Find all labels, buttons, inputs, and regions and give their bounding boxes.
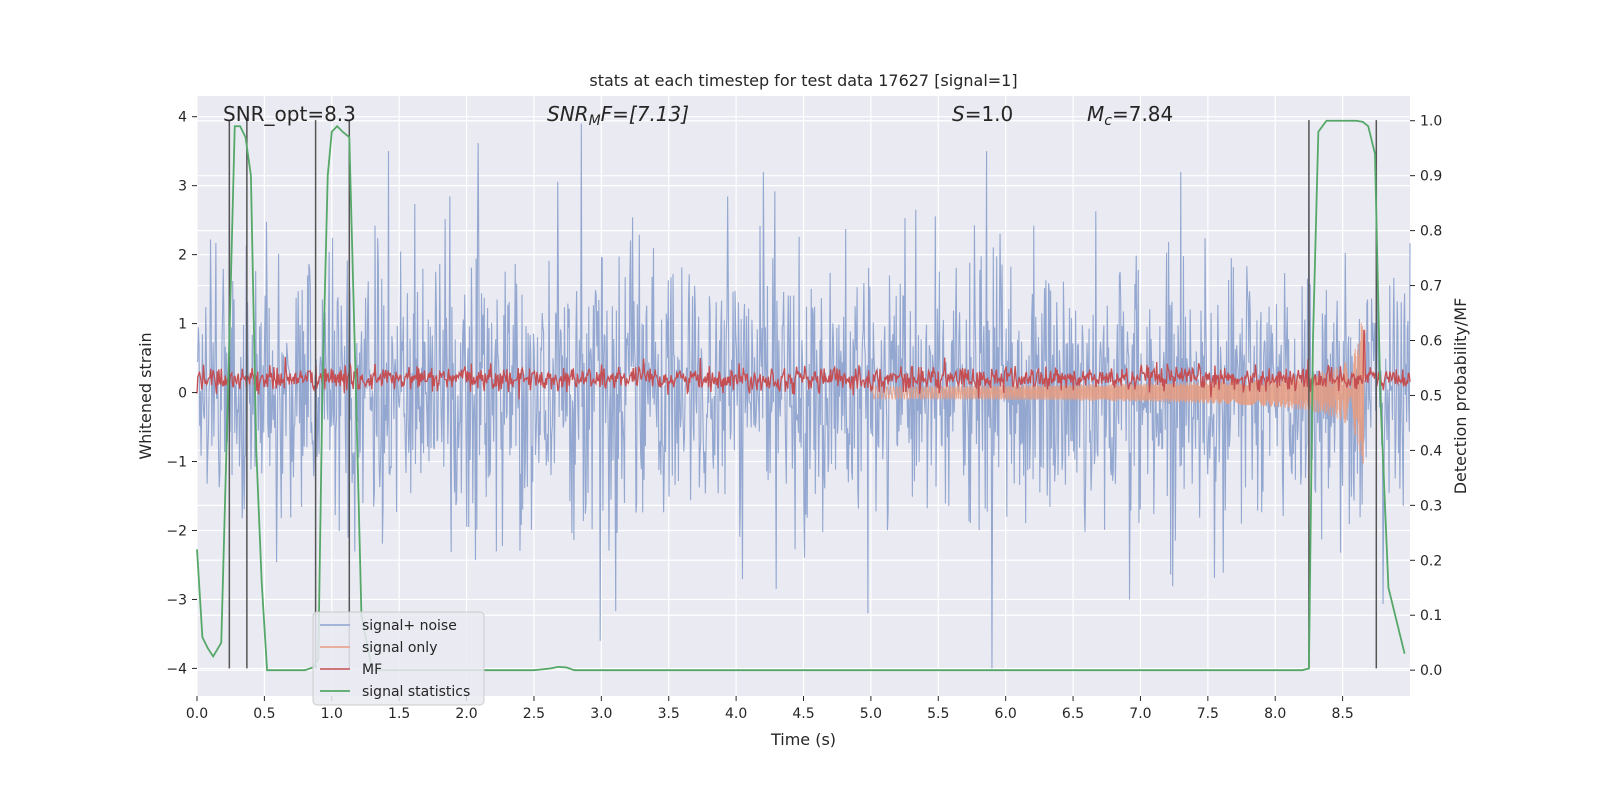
signal-only-line <box>870 322 1367 464</box>
annotation-s: S=1.0 <box>952 102 1013 126</box>
x-tick-label: 2.0 <box>455 706 477 722</box>
x-tick-label: 8.0 <box>1264 706 1286 722</box>
y2-tick-label: 0.1 <box>1420 608 1442 624</box>
mc-sub: c <box>1104 113 1112 129</box>
legend-label: signal+ noise <box>362 618 457 634</box>
series-layer <box>196 123 1411 669</box>
snr-mf-label: SNR <box>547 102 589 126</box>
legend-label: signal only <box>362 640 437 656</box>
y-tick-label: −4 <box>166 661 187 677</box>
s-label: S <box>952 102 965 126</box>
x-tick-label: 3.0 <box>590 706 612 722</box>
y2-tick-label: 0.0 <box>1420 663 1442 679</box>
x-tick-label: 7.0 <box>1129 706 1151 722</box>
y2-tick-label: 0.5 <box>1420 388 1442 404</box>
legend-label: MF <box>362 662 382 678</box>
signal-noise-line <box>196 123 1411 669</box>
chart-title: stats at each timestep for test data 176… <box>589 71 1017 90</box>
x-tick-label: 4.0 <box>725 706 747 722</box>
y-tick-label: 4 <box>178 110 187 126</box>
y2-axis-label: Detection probability/MF <box>1451 298 1470 495</box>
x-tick-label: 0.5 <box>253 706 275 722</box>
y2-tick-label: 0.9 <box>1420 169 1442 185</box>
y-tick-label: −3 <box>166 592 187 608</box>
snr-mf-sub: M <box>589 113 601 129</box>
y-tick-label: −2 <box>166 523 187 539</box>
s-rest: =1.0 <box>965 102 1014 126</box>
mf-line <box>196 329 1411 400</box>
x-tick-label: 3.5 <box>658 706 680 722</box>
mc-label: M <box>1087 102 1104 126</box>
annotation-snr-opt: SNR_opt=8.3 <box>223 102 356 126</box>
y-tick-label: −1 <box>166 455 187 471</box>
y-tick-label: 2 <box>178 248 187 264</box>
y-tick-label: 1 <box>178 317 187 333</box>
x-tick-label: 0.0 <box>186 706 208 722</box>
legend: signal+ noise signal only MF signal statist… <box>312 611 485 706</box>
annotation-mc: Mc=7.84 <box>1087 102 1173 129</box>
x-tick-label: 6.5 <box>1062 706 1084 722</box>
y2-tick-label: 0.3 <box>1420 498 1442 514</box>
y2-tick-label: 1.0 <box>1420 114 1442 130</box>
legend-label: signal statistics <box>362 684 470 700</box>
y2-tick-label: 0.7 <box>1420 279 1442 295</box>
annotation-snr-mf: SNRMF=[7.13] <box>547 102 689 129</box>
y2-tick-label: 0.8 <box>1420 224 1442 240</box>
x-tick-label: 4.5 <box>792 706 814 722</box>
x-tick-label: 6.0 <box>995 706 1017 722</box>
y-axis-label: Whitened strain <box>136 332 155 459</box>
x-tick-label: 1.5 <box>388 706 410 722</box>
y2-tick-label: 0.4 <box>1420 443 1442 459</box>
snr-mf-rest: F=[7.13] <box>601 102 689 126</box>
y2-tick-label: 0.2 <box>1420 553 1442 569</box>
x-tick-label: 8.5 <box>1331 706 1353 722</box>
x-tick-label: 1.0 <box>321 706 343 722</box>
y-tick-label: 0 <box>178 386 187 402</box>
x-tick-label: 5.5 <box>927 706 949 722</box>
legend-box <box>312 611 485 706</box>
y-tick-label: 3 <box>178 179 187 195</box>
x-tick-label: 2.5 <box>523 706 545 722</box>
x-tick-label: 5.0 <box>860 706 882 722</box>
x-axis-label: Time (s) <box>770 730 836 749</box>
y2-tick-label: 0.6 <box>1420 334 1442 350</box>
x-tick-label: 7.5 <box>1197 706 1219 722</box>
axes: 0.0 0.5 1.0 1.5 2.0 2.5 3.0 3.5 4.0 4.5 5.0 5.5 6.0 6… <box>166 110 1442 722</box>
mc-rest: =7.84 <box>1112 102 1173 126</box>
